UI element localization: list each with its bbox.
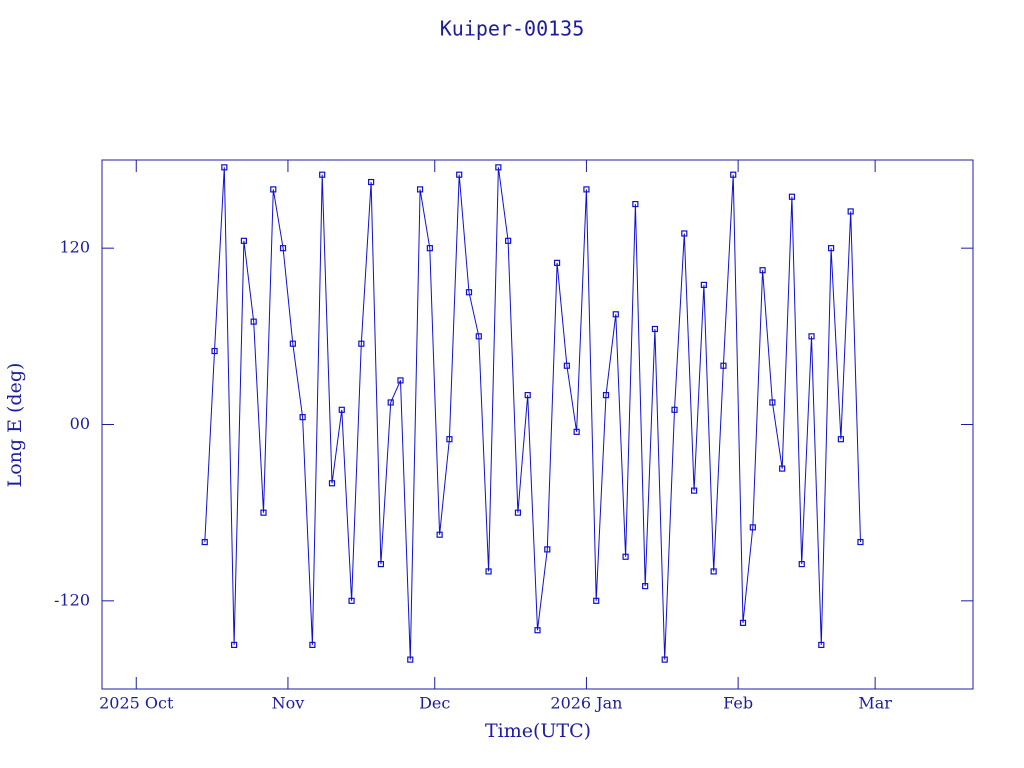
data-point (505, 237, 512, 244)
data-point (739, 619, 747, 626)
data-point (779, 465, 786, 472)
data-point (289, 340, 296, 347)
x-tick-label: Feb (723, 694, 753, 713)
data-point (368, 178, 375, 186)
data-point (446, 436, 453, 443)
data-point (387, 399, 394, 406)
data-point (299, 414, 306, 421)
x-tick-label: Mar (858, 694, 892, 713)
data-point (827, 245, 835, 252)
x-tick-label: 2026 Jan (550, 694, 622, 713)
x-tick-label: 2025 Oct (99, 694, 174, 713)
data-point (358, 340, 365, 347)
data-point (495, 164, 502, 171)
data-point (534, 627, 541, 634)
data-point (475, 333, 482, 340)
data-point (270, 186, 277, 193)
data-point (622, 553, 629, 560)
data-point (632, 200, 639, 208)
data-point (211, 347, 218, 355)
data-point (544, 546, 551, 553)
data-point (710, 568, 717, 575)
data-line (204, 167, 861, 660)
data-point (416, 186, 424, 193)
data-point (808, 333, 815, 340)
x-tick-label: Nov (272, 694, 305, 713)
data-point (221, 164, 228, 171)
data-point (514, 509, 522, 516)
data-point (309, 641, 316, 649)
y-axis-label: Long E (deg) (4, 363, 26, 488)
data-point (759, 267, 766, 274)
data-point (671, 406, 678, 413)
data-point (681, 230, 688, 237)
data-point (857, 538, 864, 546)
data-point (573, 428, 580, 435)
data-point (201, 538, 208, 546)
data-point (348, 597, 355, 604)
data-point (690, 487, 698, 494)
data-point (749, 524, 756, 531)
data-point (465, 289, 473, 296)
data-point (338, 406, 345, 413)
data-point (798, 560, 805, 568)
y-tick-label: 120 (59, 238, 90, 257)
data-point (583, 186, 590, 193)
data-point (397, 377, 404, 384)
y-tick-label: 00 (70, 414, 90, 433)
data-point (456, 171, 463, 178)
data-point (847, 208, 854, 215)
data-point (250, 318, 257, 325)
data-point (593, 597, 600, 604)
data-point (279, 245, 287, 252)
data-point (651, 325, 659, 333)
data-point (377, 560, 385, 568)
data-point (426, 245, 433, 252)
x-axis-label: Time(UTC) (485, 720, 591, 742)
data-point (642, 583, 649, 590)
data-point (837, 436, 844, 443)
data-point (231, 641, 238, 649)
data-point (553, 259, 561, 266)
data-point (769, 399, 776, 406)
x-tick-label: Dec (419, 694, 450, 713)
data-point (818, 641, 825, 649)
y-tick-label: -120 (54, 590, 90, 609)
data-point (730, 171, 737, 178)
data-point (563, 362, 570, 369)
data-point (788, 193, 796, 200)
data-point (700, 281, 707, 289)
data-point (661, 656, 668, 663)
data-point (328, 480, 336, 487)
data-point (720, 362, 727, 369)
data-point (240, 237, 248, 244)
chart-title: Kuiper-00135 (440, 17, 585, 41)
data-point (524, 392, 531, 399)
data-point (407, 656, 414, 663)
data-point (260, 509, 267, 516)
plot-frame (101, 159, 974, 690)
data-point (612, 311, 619, 318)
data-point (485, 568, 492, 575)
data-point (319, 171, 326, 178)
data-point (602, 392, 610, 399)
data-point (436, 531, 443, 538)
